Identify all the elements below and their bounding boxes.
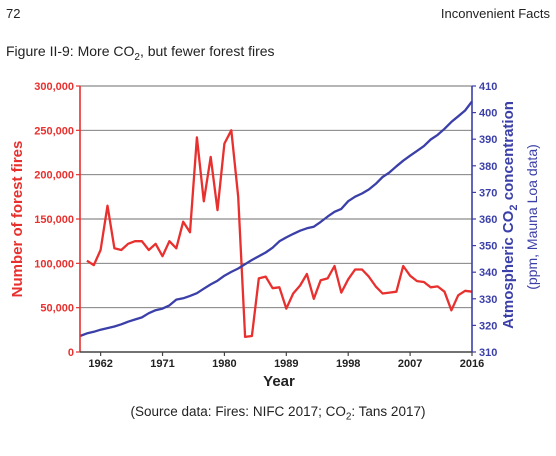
tick-labels: 0 50,000 100,000 150,000 200,000 250,000 300,0… xyxy=(34,81,497,370)
y-right-tick-label: 320 xyxy=(479,320,497,332)
page-number: 72 xyxy=(6,6,21,21)
y-left-tick-label: 200,000 xyxy=(34,170,74,182)
series-lines xyxy=(79,100,473,339)
x-tick-label: 1980 xyxy=(212,358,236,370)
y-right-tick-label: 410 xyxy=(479,81,497,93)
y-left-tick-label: 150,000 xyxy=(34,214,74,226)
y-right-tick-label: 390 xyxy=(479,134,497,146)
y-axis-right-label: Atmospheric CO2 concentration xyxy=(500,101,520,329)
source-suffix: : Tans 2017) xyxy=(351,404,426,419)
y-right-tick-label: 350 xyxy=(479,241,497,253)
y-right-tick-label: 370 xyxy=(479,187,497,199)
y-right-tick-label: 360 xyxy=(479,214,497,226)
caption-prefix: Figure II-9: More CO xyxy=(6,43,135,59)
x-axis-label: Year xyxy=(263,373,295,390)
y-left-tick-label: 0 xyxy=(68,347,74,359)
figure-caption: Figure II-9: More CO2, but fewer forest … xyxy=(6,43,275,63)
x-tick-label: 2016 xyxy=(460,358,484,370)
source-note: (Source data: Fires: NIFC 2017; CO2: Tan… xyxy=(0,404,556,423)
y-right-tick-label: 310 xyxy=(479,347,497,359)
y-right-label-suffix: concentration xyxy=(500,101,517,204)
running-head: Inconvenient Facts xyxy=(440,6,550,21)
co2-line xyxy=(79,100,473,338)
y-left-tick-label: 100,000 xyxy=(34,258,74,270)
y-right-tick-label: 330 xyxy=(479,294,497,306)
y-right-label-prefix: Atmospheric CO xyxy=(500,210,517,329)
y-right-tick-label: 340 xyxy=(479,267,497,279)
x-tick-label: 1998 xyxy=(336,358,360,370)
source-prefix: (Source data: Fires: NIFC 2017; CO xyxy=(130,404,346,419)
y-right-tick-label: 380 xyxy=(479,161,497,173)
fires-line xyxy=(86,129,473,339)
y-left-tick-label: 250,000 xyxy=(34,125,74,137)
y-right-tick-label: 400 xyxy=(479,108,497,120)
y-left-tick-label: 50,000 xyxy=(40,303,74,315)
x-tick-label: 1989 xyxy=(274,358,298,370)
gridlines xyxy=(80,85,472,309)
axes xyxy=(76,85,476,356)
x-tick-label: 1962 xyxy=(88,358,112,370)
y-axis-left-label: Number of forest fires xyxy=(9,141,26,298)
source-subscript: 2 xyxy=(345,411,352,423)
y-axis-right-sublabel: (ppm, Mauna Loa data) xyxy=(524,144,540,290)
caption-subscript: 2 xyxy=(134,51,140,63)
x-tick-label: 1971 xyxy=(150,358,174,370)
x-tick-label: 2007 xyxy=(398,358,422,370)
y-left-tick-label: 300,000 xyxy=(34,81,74,93)
caption-suffix: , but fewer forest fires xyxy=(139,43,275,59)
y-right-label-sub: 2 xyxy=(508,204,520,210)
